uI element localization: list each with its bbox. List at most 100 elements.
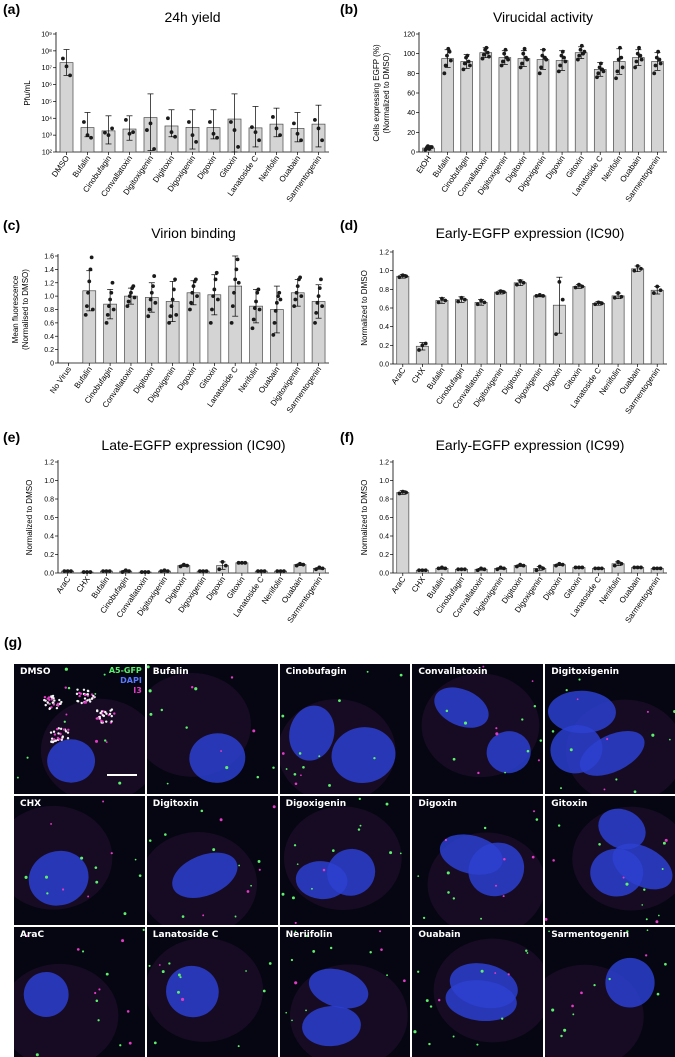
replication-site-spot: [55, 706, 59, 710]
data-point: [465, 53, 470, 58]
data-point: [656, 49, 661, 54]
micrograph-image: [421, 665, 543, 778]
data-point: [178, 564, 183, 569]
virion-punctum: [160, 708, 163, 712]
virion-punctum: [532, 680, 534, 682]
data-point: [252, 306, 257, 311]
y-tick-label: 20: [407, 130, 415, 137]
data-point: [69, 569, 73, 574]
data-point: [423, 568, 428, 573]
replication-site-spot: [52, 697, 55, 700]
virion-punctum: [331, 848, 335, 852]
x-category-label: DMSO: [50, 154, 71, 179]
virion-punctum: [258, 868, 261, 871]
data-point: [559, 53, 564, 58]
replication-site-spot: [44, 703, 47, 707]
data-point: [445, 53, 449, 58]
data-point: [257, 307, 262, 312]
virion-punctum: [177, 973, 181, 977]
data-point: [479, 566, 483, 571]
bar-12: [651, 61, 664, 153]
virion-punctum: [645, 954, 648, 957]
virion-punctum: [176, 991, 180, 995]
panel-label-b: (b): [340, 1, 358, 17]
data-point: [259, 569, 264, 574]
data-point: [275, 569, 280, 574]
x-category-label: AraC: [390, 366, 408, 386]
y-axis-label-b: (Normalized to DMSO): [382, 52, 391, 133]
data-point: [499, 63, 504, 68]
replication-site-spot: [62, 728, 66, 731]
data-point: [316, 126, 321, 131]
virion-punctum: [245, 970, 247, 973]
data-point: [101, 569, 105, 574]
data-point: [562, 55, 566, 60]
y-tick-label: 1.0: [379, 478, 389, 485]
data-point: [500, 59, 505, 64]
data-point: [277, 290, 282, 295]
x-category-label: Gitoxin: [197, 365, 219, 391]
virion-punctum: [65, 713, 68, 716]
nucleus: [590, 848, 644, 897]
chart-svg-c: (c) Virion binding 0 0.2 0.4 0.6 0.8 1.0 1.2 1.4 1…: [3, 217, 329, 415]
micrograph-tile: CHX: [14, 795, 145, 926]
data-point: [514, 282, 519, 287]
virion-punctum: [94, 693, 97, 695]
virion-punctum: [168, 962, 171, 966]
y-tick-label: 1.0: [44, 294, 54, 301]
virion-punctum: [311, 950, 315, 954]
data-point: [216, 297, 220, 302]
data-point: [250, 125, 254, 129]
data-point: [616, 560, 620, 564]
data-point: [195, 294, 199, 299]
data-point: [173, 277, 177, 282]
data-point: [462, 61, 467, 66]
virion-punctum: [464, 721, 468, 725]
virion-punctum: [388, 850, 392, 854]
y-tick-label: 0.6: [44, 320, 54, 327]
data-point: [495, 567, 500, 572]
virion-punctum: [525, 949, 528, 953]
y-tick-label: 40: [407, 110, 415, 117]
virion-punctum: [305, 935, 308, 938]
chart-svg-f: (f) Early-EGFP expression (IC99) 0.0 0.2 0.4…: [340, 429, 667, 625]
micrograph-label: Cinobufagin: [285, 667, 347, 677]
data-point: [212, 287, 217, 292]
micrograph-grid: DMSO A5-GFP DAPI I3 Bufalin Cinobufagin Conval…: [14, 664, 675, 1057]
virion-punctum: [291, 896, 295, 899]
micrograph-tile: DMSO A5-GFP DAPI I3: [14, 664, 145, 794]
micrograph-tile: Bufalin: [146, 664, 278, 794]
chart-title-c: Virion binding: [151, 225, 236, 241]
replication-site-spot: [113, 712, 116, 715]
virion-punctum: [402, 979, 406, 983]
data-point: [616, 57, 621, 62]
x-category-label: AraC: [54, 575, 72, 595]
y-tick-label: 0.4: [379, 324, 389, 331]
replication-site-spot: [110, 714, 113, 718]
x-category-label: Digoxin: [544, 154, 567, 181]
data-point: [417, 348, 421, 352]
virion-punctum: [482, 665, 485, 668]
data-point: [556, 69, 561, 74]
data-point: [239, 560, 244, 565]
replication-site-spot: [52, 738, 56, 741]
virion-punctum: [46, 891, 49, 895]
virion-punctum: [622, 876, 625, 879]
data-point: [521, 51, 526, 56]
data-point: [169, 304, 174, 309]
data-point: [417, 568, 421, 573]
virion-punctum: [527, 749, 530, 753]
data-point: [618, 45, 622, 50]
data-point: [522, 46, 527, 51]
data-point: [229, 120, 233, 124]
virion-punctum: [532, 855, 535, 859]
virion-punctum: [102, 800, 105, 803]
data-point: [456, 567, 461, 572]
data-point: [282, 569, 286, 574]
data-point: [181, 562, 186, 567]
virion-punctum: [281, 892, 285, 896]
data-point: [541, 566, 546, 571]
data-point: [64, 64, 69, 69]
virion-punctum: [126, 1010, 130, 1014]
replication-site-spot: [83, 701, 86, 704]
